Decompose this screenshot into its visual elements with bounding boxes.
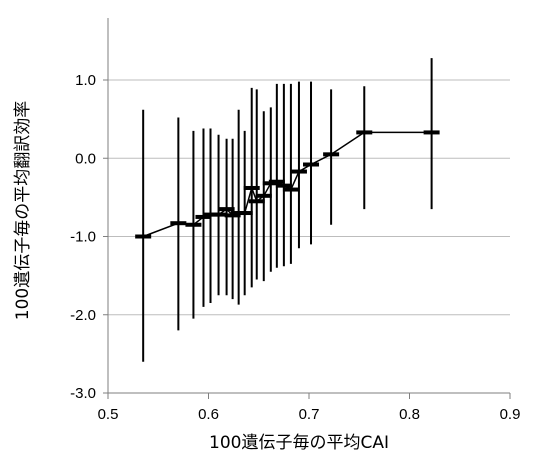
data-point (255, 193, 272, 198)
data-point (243, 185, 260, 190)
data-point (210, 212, 227, 217)
data-point (303, 162, 320, 167)
data-markers (135, 130, 440, 239)
data-point (170, 221, 187, 226)
x-tick-label: 0.6 (198, 406, 219, 423)
data-point (323, 152, 340, 157)
data-point (236, 211, 253, 216)
x-tick-label: 0.9 (500, 406, 521, 423)
y-tick-label: 1.0 (75, 72, 96, 89)
axes (103, 18, 511, 399)
y-tick-label: -1.0 (70, 229, 96, 246)
data-point (268, 179, 285, 184)
data-point (218, 207, 235, 212)
y-tick-label: -2.0 (70, 307, 96, 324)
data-point (202, 212, 219, 217)
data-point (224, 213, 241, 218)
data-point (290, 169, 307, 174)
tick-labels: -3.0 -2.0 -1.0 0.0 1.0 0.5 0.6 0.7 0.8 0.9 (70, 72, 520, 423)
data-point (185, 222, 202, 227)
grid-lines (108, 79, 510, 316)
data-point (275, 183, 292, 188)
y-axis-title: 100遺伝子毎の平均翻訳効率 (13, 101, 33, 320)
y-tick-label: 0.0 (75, 150, 96, 167)
data-point (195, 214, 212, 219)
data-point (135, 234, 152, 239)
data-point (282, 187, 299, 192)
x-tick-label: 0.8 (399, 406, 420, 423)
data-point (356, 130, 373, 135)
x-axis-title: 100遺伝子毎の平均CAI (209, 433, 389, 453)
x-tick-label: 0.5 (98, 406, 119, 423)
y-tick-label: -3.0 (70, 385, 96, 402)
data-point (248, 199, 265, 204)
error-bars (142, 58, 433, 362)
data-point (423, 130, 440, 135)
x-tick-label: 0.7 (299, 406, 320, 423)
